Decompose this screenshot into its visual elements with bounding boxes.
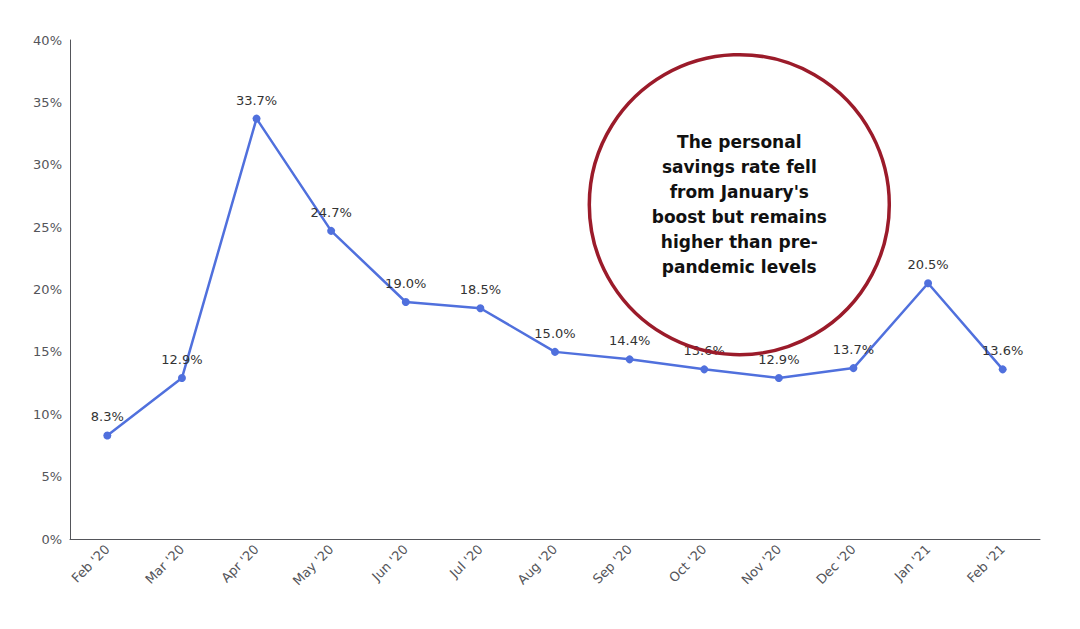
svg-text:May '20: May '20	[290, 542, 337, 589]
svg-text:15%: 15%	[33, 344, 62, 359]
svg-text:12.9%: 12.9%	[758, 352, 800, 368]
svg-text:13.6%: 13.6%	[982, 343, 1023, 358]
svg-text:Nov '20: Nov '20	[738, 542, 784, 588]
svg-text:8.3%: 8.3%	[91, 409, 124, 424]
svg-text:higher than pre-: higher than pre-	[661, 232, 818, 252]
svg-text:Sep '20: Sep '20	[590, 542, 635, 587]
svg-text:The personal: The personal	[677, 132, 801, 152]
svg-text:5%: 5%	[41, 469, 62, 484]
svg-text:18.5%: 18.5%	[460, 282, 501, 297]
svg-text:14.4%: 14.4%	[609, 333, 650, 348]
svg-text:from January's: from January's	[670, 182, 809, 202]
svg-text:Feb '21: Feb '21	[964, 542, 1008, 586]
svg-text:19.0%: 19.0%	[385, 276, 426, 291]
svg-text:savings rate fell: savings rate fell	[662, 157, 817, 177]
svg-text:Jan '21: Jan '21	[891, 542, 934, 585]
svg-text:20.5%: 20.5%	[907, 257, 948, 272]
svg-text:Mar '20: Mar '20	[142, 542, 187, 587]
svg-text:Jun '20: Jun '20	[368, 542, 411, 585]
svg-text:boost but remains: boost but remains	[652, 207, 827, 227]
svg-text:25%: 25%	[33, 220, 62, 235]
svg-text:35%: 35%	[33, 95, 62, 110]
svg-text:Feb '20: Feb '20	[69, 542, 113, 586]
svg-text:24.7%: 24.7%	[310, 205, 351, 220]
svg-text:Aug '20: Aug '20	[515, 542, 561, 588]
svg-text:Dec '20: Dec '20	[813, 542, 859, 588]
svg-text:30%: 30%	[33, 157, 62, 172]
svg-text:pandemic levels: pandemic levels	[662, 257, 817, 277]
svg-text:13.6%: 13.6%	[683, 343, 725, 359]
svg-text:20%: 20%	[33, 282, 62, 297]
svg-text:12.9%: 12.9%	[161, 352, 202, 367]
svg-text:40%: 40%	[33, 33, 62, 48]
svg-text:0%: 0%	[41, 532, 62, 547]
svg-text:33.7%: 33.7%	[236, 93, 277, 108]
svg-text:15.0%: 15.0%	[534, 326, 575, 341]
svg-text:Jul '20: Jul '20	[446, 542, 486, 582]
svg-text:10%: 10%	[33, 407, 62, 422]
svg-text:Oct '20: Oct '20	[666, 542, 710, 586]
svg-text:Apr '20: Apr '20	[218, 542, 262, 586]
svg-text:13.7%: 13.7%	[833, 342, 874, 357]
